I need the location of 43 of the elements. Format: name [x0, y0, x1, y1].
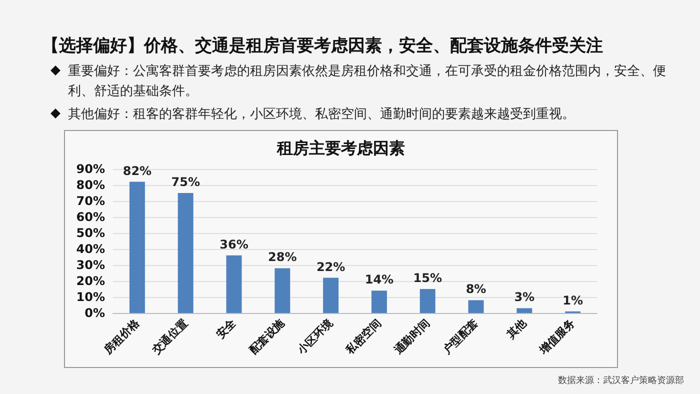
x-tick-label: 配套设施: [246, 316, 288, 357]
y-tick-label: 70%: [76, 194, 105, 208]
bar: [516, 308, 532, 313]
bar: [129, 182, 145, 313]
data-label: 15%: [413, 271, 442, 285]
y-tick-label: 0%: [84, 306, 105, 320]
text: 重要偏好：公寓客群首要考虑的租房因素依然是房租价格和交通，在可承受的租金价格范围内，安全、便利、舒适的基础条件。: [67, 63, 667, 101]
bar: [226, 255, 242, 313]
x-tick-label: 其他: [504, 316, 530, 342]
y-tick-label: 30%: [76, 258, 105, 272]
data-label: 36%: [220, 237, 248, 252]
data-label: 3%: [514, 290, 535, 304]
data-label: 22%: [316, 260, 346, 274]
bar: [468, 300, 484, 313]
y-tick-label: 50%: [76, 226, 105, 240]
data-label: 82%: [122, 164, 152, 178]
y-tick-label: 90%: [76, 162, 105, 176]
y-tick-label: 10%: [76, 290, 105, 304]
x-tick-label: 交通位置: [149, 316, 190, 358]
data-label: 28%: [268, 250, 297, 264]
data-label: 1%: [562, 293, 583, 308]
y-tick-label: 80%: [76, 178, 105, 192]
bar: [323, 278, 339, 313]
y-tick-label: 60%: [76, 210, 105, 224]
x-tick-label: 户型配套: [440, 316, 481, 358]
data-label: 8%: [466, 282, 486, 296]
x-tick-label: 通勤时间: [391, 316, 432, 358]
bar: [371, 290, 387, 313]
data-label: 14%: [364, 272, 394, 287]
bar: [274, 268, 290, 313]
x-tick-label: 私密空间: [342, 316, 384, 358]
x-tick-label: 小区环境: [294, 316, 336, 358]
chart-title: 【选择偏好】价格、交通是租房首要考虑因素，安全、配套设施条件受关注: [42, 35, 603, 57]
chart-subtitle: 租房主要考虑因素: [276, 138, 405, 158]
bar: [420, 289, 436, 313]
x-tick-label: 增值服务: [536, 316, 578, 358]
y-tick-label: 40%: [76, 242, 105, 256]
bar: [178, 193, 194, 313]
text: 其他偏好：租客的客群年轻化，小区环境、私密空间、通勤时间的要素越来越受到重视。: [67, 106, 576, 124]
source-note: 数据来源：武汉客户策略资源部: [558, 374, 684, 387]
y-tick-label: 20%: [76, 274, 105, 288]
x-tick-label: 安全: [214, 316, 240, 342]
data-label: 75%: [171, 175, 200, 189]
